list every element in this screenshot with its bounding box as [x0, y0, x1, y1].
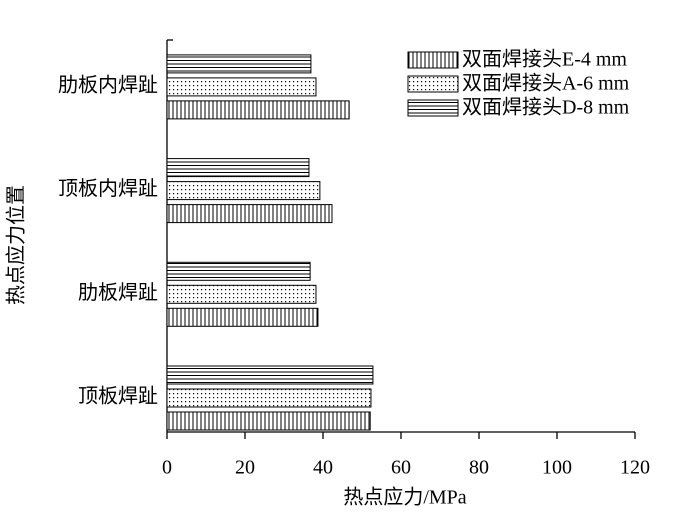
bar [166, 388, 372, 408]
x-tick-label: 40 [313, 457, 333, 479]
bar [166, 261, 311, 281]
bar [166, 365, 374, 385]
legend-label: 双面焊接头E-4 mm [462, 48, 627, 71]
bar [166, 411, 371, 431]
bar [166, 181, 321, 201]
bar [166, 204, 333, 224]
bar [166, 284, 317, 304]
legend-label: 双面焊接头D-8 mm [462, 96, 630, 119]
y-tick-label: 顶板内焊趾 [58, 177, 158, 200]
legend-swatch [407, 51, 459, 69]
x-tick-label: 100 [542, 457, 572, 479]
x-tick-label: 120 [620, 457, 650, 479]
legend-swatch [407, 75, 459, 93]
x-tick-label: 80 [469, 457, 489, 479]
bar [166, 100, 350, 120]
x-tick-label: 20 [235, 457, 255, 479]
y-tick-label: 顶板焊趾 [78, 385, 158, 408]
y-tick-label: 肋板内焊趾 [58, 73, 158, 96]
y-axis-label: 热点应力位置 [5, 185, 28, 305]
legend-label: 双面焊接头A-6 mm [462, 72, 630, 95]
x-axis-label: 热点应力/MPa [343, 486, 466, 509]
bar [166, 77, 317, 97]
y-tick-label: 肋板焊趾 [78, 281, 158, 304]
legend-swatch [407, 99, 459, 117]
bar [166, 158, 310, 178]
x-tick-label: 60 [391, 457, 411, 479]
bar [166, 54, 312, 74]
x-tick-label: 0 [162, 457, 172, 479]
bar [166, 307, 319, 327]
